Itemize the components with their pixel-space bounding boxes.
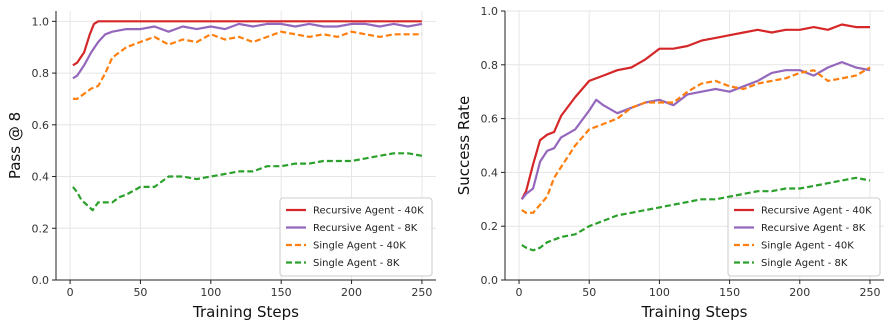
legend: Recursive Agent - 40K Recursive Agent - 8… [279, 197, 433, 277]
legend-label: Single Agent - 40K [761, 241, 854, 252]
series-line-recursive-agent-40k [520, 23, 870, 200]
y-tick-label: 0.8 [481, 59, 499, 72]
x-tick-label: 200 [789, 286, 810, 299]
series-line-single-agent-40k [72, 30, 422, 101]
x-tick-label: 250 [859, 286, 880, 299]
y-axis-label: Success Rate [455, 96, 473, 196]
series-line-recursive-agent-40k [72, 20, 422, 67]
series-line-single-agent-8k [521, 176, 871, 252]
y-tick-label: 0.4 [32, 171, 50, 184]
series-group [72, 20, 423, 212]
y-tick-label: 0.0 [32, 274, 50, 287]
y-tick-label: 0.8 [32, 67, 50, 80]
series-line-recursive-agent-8k [520, 60, 871, 200]
legend: Recursive Agent - 40K Recursive Agent - 8… [727, 197, 881, 277]
y-tick-label: 1.0 [481, 5, 499, 18]
x-axis-label: Training Steps [641, 303, 748, 320]
x-tick-label: 100 [649, 286, 670, 299]
x-tick-label: 50 [133, 286, 147, 299]
y-tick-label: 0.0 [481, 274, 499, 287]
y-tick-label: 0.4 [481, 166, 499, 179]
y-tick-label: 0.6 [32, 119, 50, 132]
legend-label: Single Agent - 8K [761, 258, 848, 269]
y-axis-label: Pass @ 8 [6, 112, 24, 179]
x-tick-label: 50 [582, 286, 596, 299]
series-line-recursive-agent-8k [72, 22, 423, 80]
y-tick-label: 0.6 [481, 113, 499, 126]
axes: 0 50 100 150 200 250 0.0 0.2 0.4 0.6 0.8 1.0 [32, 11, 436, 299]
legend-box [279, 197, 433, 277]
legend-label: Recursive Agent - 40K [761, 206, 872, 217]
axes: 0 50 100 150 200 250 0.0 0.2 0.4 0.6 0.8 1.0 [481, 5, 884, 299]
y-tick-label: 0.2 [32, 222, 50, 235]
series-line-single-agent-40k [521, 66, 871, 214]
chart-success-rate: 0 50 100 150 200 250 0.0 0.2 0.4 0.6 0.8 1.0 Traini… [455, 5, 884, 320]
chart-pass-at-8: 0 50 100 150 200 250 0.0 0.2 0.4 0.6 0.8 1.0 Traini… [6, 11, 436, 320]
legend-label: Recursive Agent - 40K [313, 206, 424, 217]
y-tick-label: 1.0 [32, 15, 50, 28]
x-tick-label: 200 [341, 286, 362, 299]
x-tick-label: 100 [200, 286, 221, 299]
legend-box [727, 197, 881, 277]
x-tick-label: 150 [271, 286, 292, 299]
x-axis-label: Training Steps [192, 303, 299, 320]
legend-label: Single Agent - 8K [313, 258, 400, 269]
legend-label: Recursive Agent - 8K [761, 223, 866, 234]
y-tick-label: 0.2 [481, 220, 499, 233]
legend-label: Recursive Agent - 8K [313, 223, 418, 234]
series-group [520, 23, 871, 252]
legend-label: Single Agent - 40K [313, 241, 406, 252]
x-tick-label: 0 [67, 286, 74, 299]
series-line-single-agent-8k [72, 152, 423, 212]
x-tick-label: 150 [719, 286, 740, 299]
x-tick-label: 0 [516, 286, 523, 299]
x-tick-label: 250 [411, 286, 432, 299]
